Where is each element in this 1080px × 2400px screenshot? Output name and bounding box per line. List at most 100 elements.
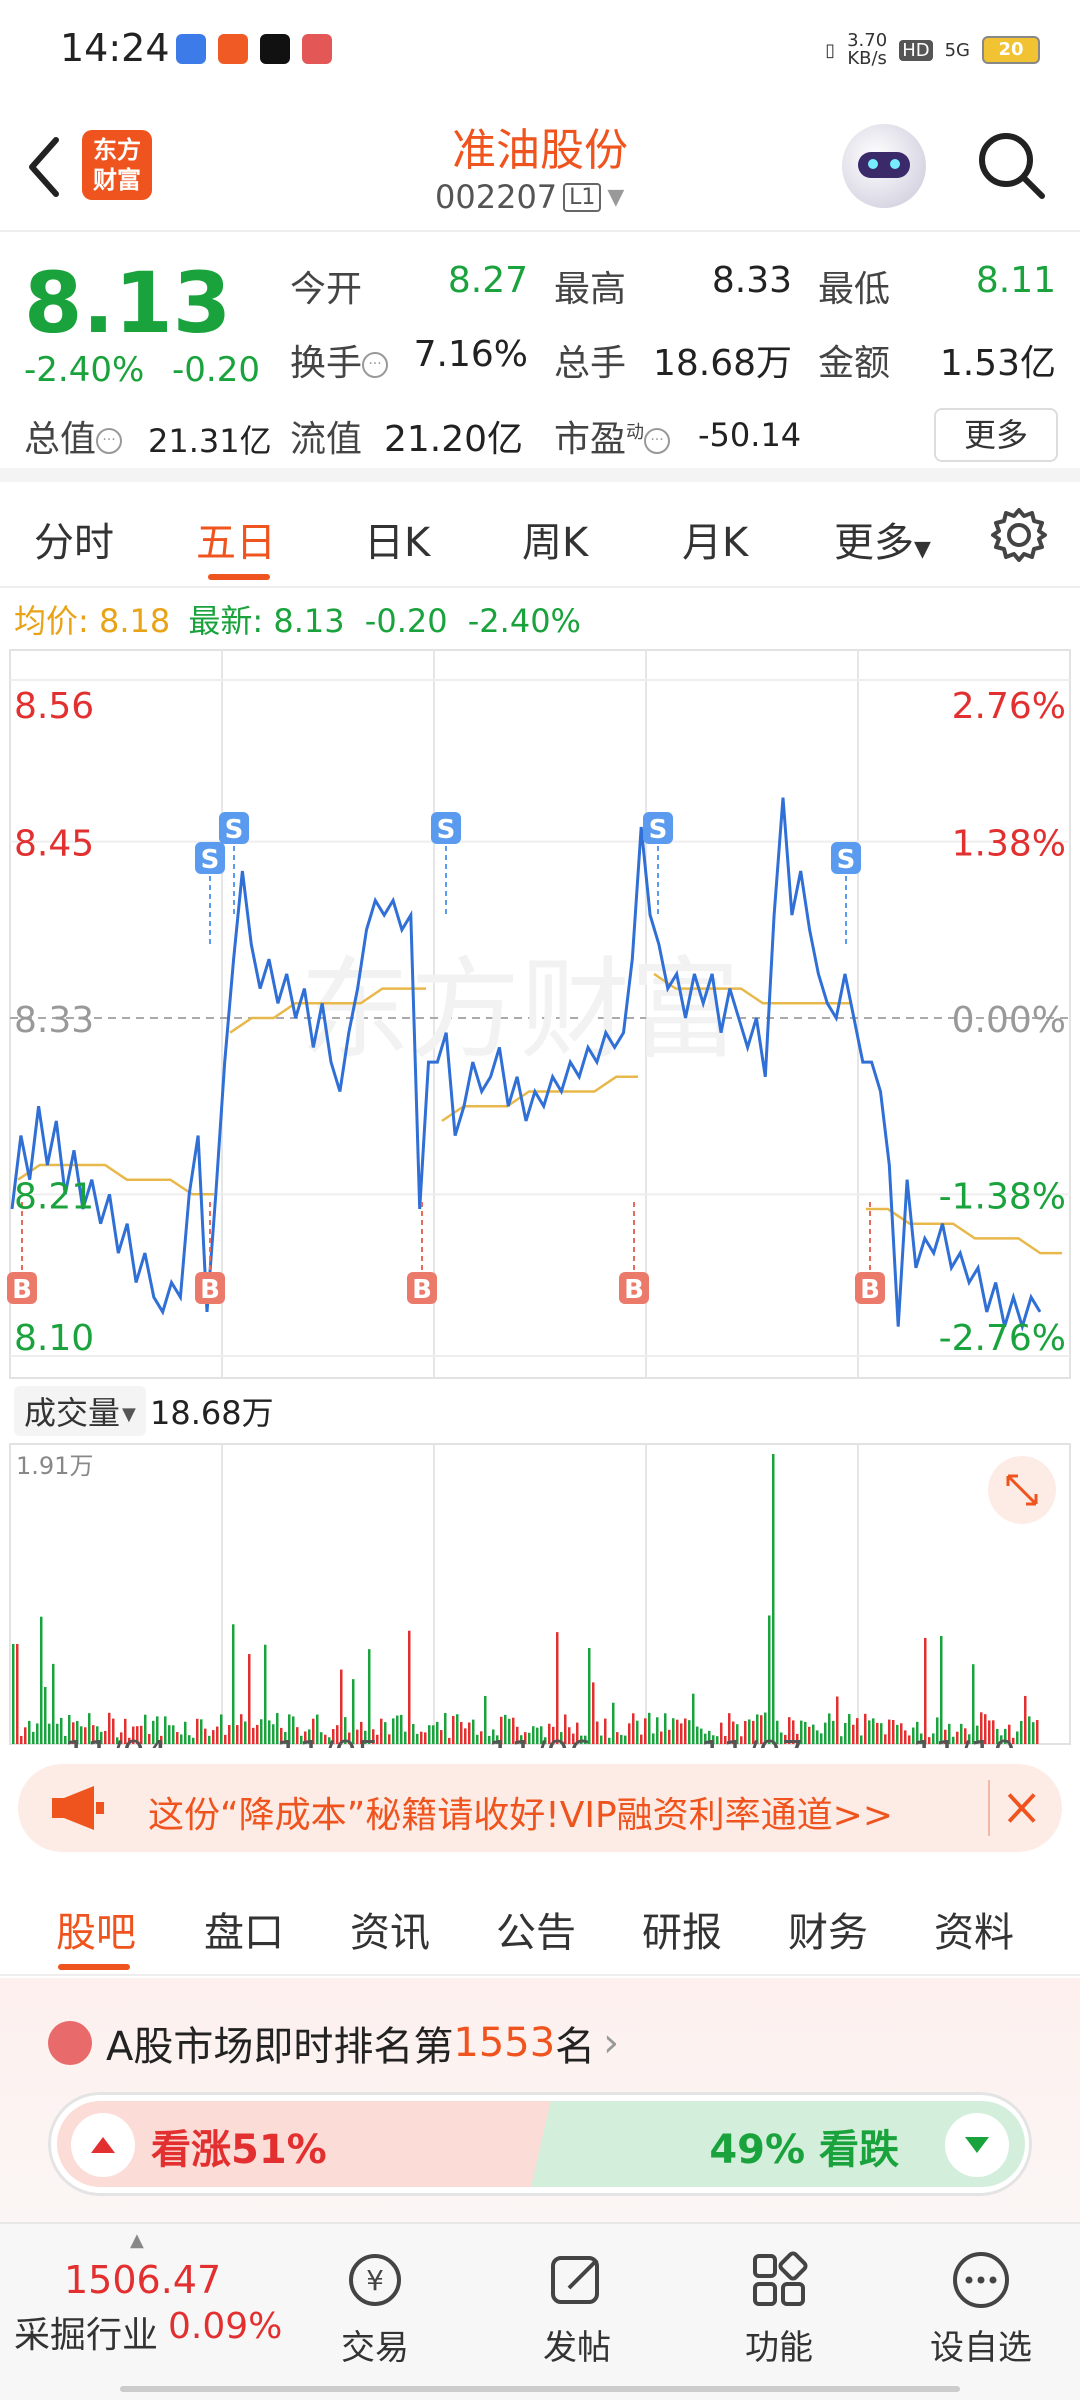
rank-title[interactable]: A股市场即时排名第 1553 名 › [48, 2014, 619, 2072]
industry-index-value[interactable]: 1506.47 [64, 2258, 222, 2302]
volume-bar [912, 1727, 915, 1744]
volume-bar [872, 1718, 875, 1744]
tab-five-day[interactable]: 五日 [196, 520, 276, 566]
tab-orderbook[interactable]: 盘口 [204, 1910, 284, 1956]
volume-bar [500, 1716, 503, 1744]
volume-bar [560, 1732, 563, 1744]
vote-up-icon[interactable] [71, 2113, 135, 2177]
nav-functions[interactable]: 功能 [714, 2248, 844, 2369]
volume-bar [820, 1733, 823, 1744]
signal-icon: 5G [944, 39, 970, 61]
robot-assistant-icon[interactable] [842, 124, 926, 208]
volume-bar [416, 1733, 419, 1744]
volume-bar [436, 1721, 439, 1744]
sell-marker[interactable] [219, 812, 249, 844]
volume-bar [628, 1723, 631, 1744]
marker-label: B [12, 1275, 32, 1305]
more-button[interactable]: 更多 [934, 408, 1058, 462]
volume-bar [1016, 1731, 1019, 1744]
volume-bar [840, 1736, 843, 1744]
industry-index-name[interactable]: 采掘行业 [14, 2315, 159, 2356]
volume-bar [928, 1737, 931, 1744]
sell-marker[interactable] [431, 812, 461, 844]
vote-down-icon[interactable] [945, 2113, 1009, 2177]
tab-intraday[interactable]: 分时 [34, 520, 114, 566]
volume-bar [704, 1733, 707, 1744]
vote-down-area[interactable] [531, 2101, 1025, 2187]
chevron-down-icon: ▼ [607, 184, 625, 210]
back-arrow-icon[interactable] [24, 132, 64, 202]
tab-announcements[interactable]: 公告 [496, 1910, 576, 1956]
tab-profile[interactable]: 资料 [934, 1910, 1014, 1956]
volume-bar [724, 1735, 727, 1744]
volume-bar [156, 1716, 159, 1744]
volume-max-label: 1.91万 [16, 1452, 93, 1480]
mktcap-value: 21.31亿 [148, 422, 272, 460]
industry-index-percent[interactable]: 0.09% [168, 2306, 283, 2347]
buy-marker[interactable] [195, 1272, 225, 1304]
volume-bar [80, 1726, 83, 1744]
volume-bar [456, 1714, 459, 1744]
volume-bar [320, 1732, 323, 1744]
volume-bar [896, 1724, 899, 1744]
volume-bar [512, 1717, 515, 1744]
stock-code: 002207 [435, 178, 558, 216]
nav-add-watchlist[interactable]: 设自选 [916, 2248, 1046, 2369]
volume-bar [836, 1696, 839, 1744]
volume-bar [656, 1717, 659, 1744]
volume-bar [404, 1731, 407, 1744]
buy-marker[interactable] [7, 1272, 37, 1304]
sell-marker[interactable] [831, 842, 861, 874]
volume-bar [268, 1720, 271, 1744]
volume-bar [700, 1728, 703, 1744]
volume-bar [860, 1735, 863, 1744]
volume-bar [636, 1720, 639, 1744]
tab-day-k[interactable]: 日K [364, 520, 431, 566]
volume-bar [400, 1714, 403, 1744]
volume-bar [728, 1713, 731, 1744]
volume-bar [1012, 1737, 1015, 1744]
chevron-right-icon: › [603, 2020, 620, 2066]
turnover-label: 换手 ··· [290, 334, 389, 386]
sell-marker[interactable] [195, 842, 225, 874]
volume-label[interactable]: 成交量 [24, 1394, 120, 1432]
volume-bar [384, 1722, 387, 1744]
volume-bar [708, 1730, 711, 1744]
volume-bar [848, 1714, 851, 1744]
buy-marker[interactable] [407, 1272, 437, 1304]
stock-code-row[interactable]: 002207 L1 ▼ [435, 178, 624, 216]
tab-week-k[interactable]: 周K [522, 520, 589, 566]
sell-marker[interactable] [643, 812, 673, 844]
tab-guba[interactable]: 股吧 [56, 1910, 136, 1956]
volume-bar [744, 1720, 747, 1744]
high-value: 8.33 [711, 260, 792, 301]
tab-news[interactable]: 资讯 [350, 1910, 430, 1956]
tab-finance[interactable]: 财务 [788, 1910, 868, 1956]
promo-banner[interactable]: 这份“降成本”秘籍请收好!VIP融资利率通道>> [18, 1764, 1062, 1852]
volume-bar [852, 1724, 855, 1744]
volume-value: 18.68万 [652, 343, 792, 384]
tab-research[interactable]: 研报 [642, 1910, 722, 1956]
open-value: 8.27 [447, 260, 528, 301]
volume-bar [668, 1729, 671, 1744]
eastmoney-logo[interactable]: 东方 财富 [82, 130, 152, 200]
nav-trade[interactable]: ¥ 交易 [310, 2248, 440, 2369]
volume-bar [220, 1714, 223, 1744]
search-icon[interactable] [976, 130, 1048, 202]
close-icon[interactable] [988, 1780, 1038, 1836]
nav-post[interactable]: 发帖 [512, 2248, 642, 2369]
tab-month-k[interactable]: 月K [682, 520, 749, 566]
volume-bar [984, 1714, 987, 1744]
gear-icon[interactable] [990, 506, 1048, 564]
y-tick-right: 1.38% [952, 824, 1066, 865]
tab-more[interactable]: 更多▼ [834, 520, 931, 566]
buy-marker[interactable] [619, 1272, 649, 1304]
buy-marker[interactable] [855, 1272, 885, 1304]
marker-label: S [201, 845, 220, 875]
volume-bar [192, 1737, 195, 1744]
expand-icon[interactable] [988, 1456, 1056, 1524]
vote-up-area[interactable] [57, 2101, 577, 2187]
svg-text:¥: ¥ [366, 2264, 384, 2297]
volume-bar [188, 1735, 191, 1744]
